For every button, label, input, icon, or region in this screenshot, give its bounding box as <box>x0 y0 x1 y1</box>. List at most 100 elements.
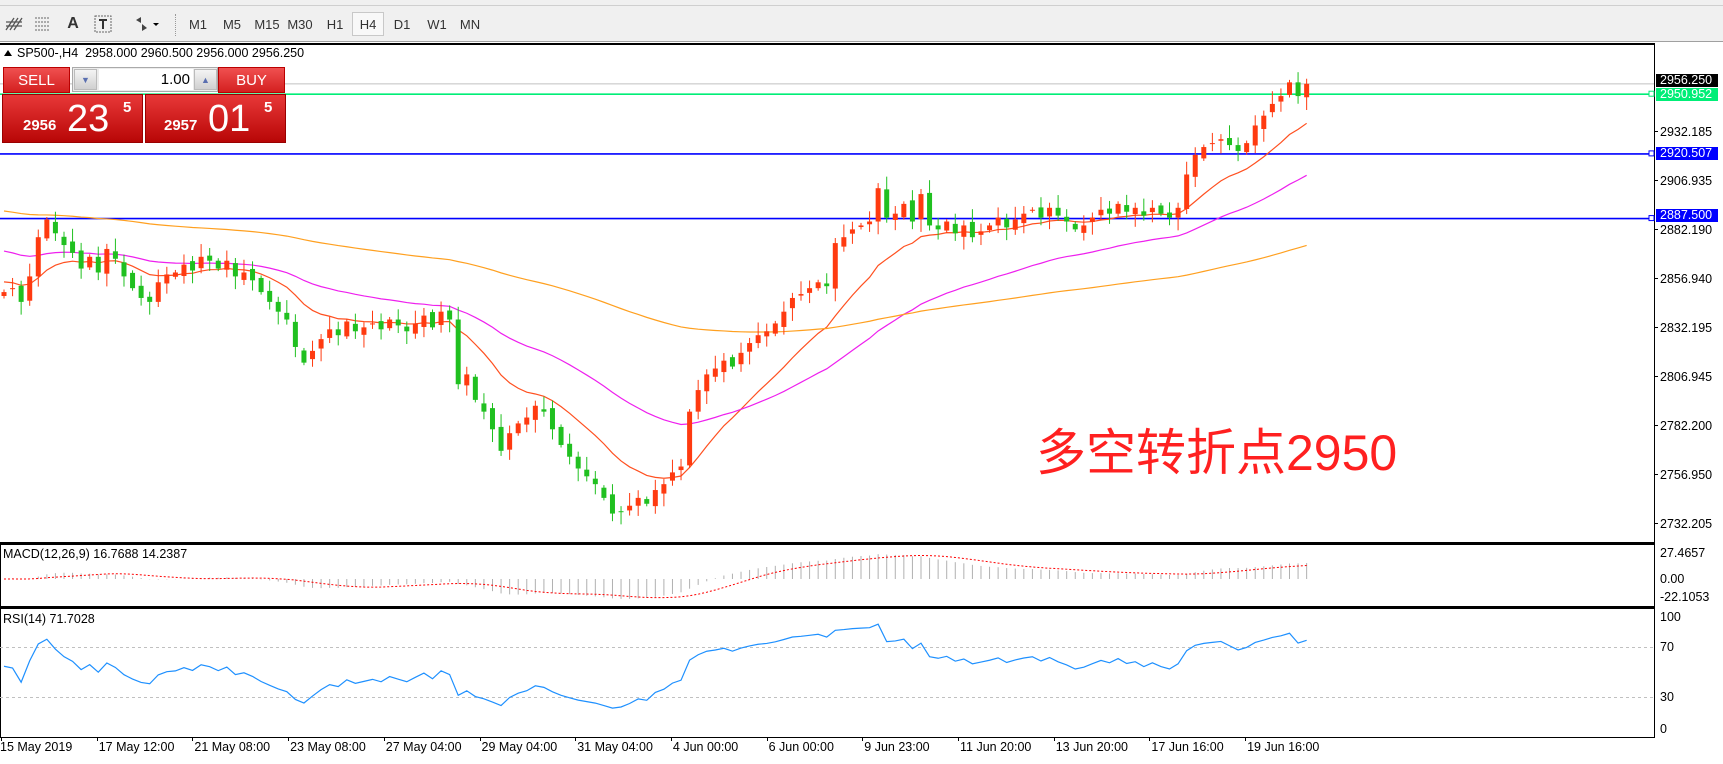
macd-tick: 27.4657 <box>1660 546 1706 560</box>
price-tick-mark <box>1654 376 1658 378</box>
candle <box>301 347 307 366</box>
buy-price-prefix: 2957 <box>164 117 198 134</box>
candle <box>1167 202 1173 226</box>
candle <box>112 238 118 264</box>
date-label: 9 Jun 23:00 <box>864 740 930 754</box>
candle <box>344 318 350 339</box>
sell-price[interactable]: 2956 23 5 <box>2 94 143 143</box>
timeframe-m30-button[interactable]: M30 <box>287 16 313 32</box>
candle <box>849 221 855 244</box>
fibo-fan-icon[interactable] <box>30 12 56 36</box>
price-tick-mark <box>1654 474 1658 476</box>
candle <box>1115 201 1121 217</box>
candle <box>1 289 7 299</box>
candle <box>489 403 495 443</box>
candle <box>70 228 76 258</box>
candle <box>1235 137 1241 162</box>
chart-title: SP500-,H4 2958.000 2960.500 2956.000 295… <box>17 46 305 60</box>
candle <box>1287 79 1292 98</box>
candle <box>352 313 358 339</box>
candle <box>472 374 478 403</box>
timeframe-w1-button[interactable]: W1 <box>427 16 447 32</box>
candle <box>455 306 461 390</box>
candle <box>1295 72 1301 104</box>
timeframe-mn-button[interactable]: MN <box>459 16 481 32</box>
candle <box>541 396 547 417</box>
buy-button[interactable]: BUY <box>218 67 285 93</box>
candle <box>370 310 376 329</box>
candle <box>781 301 787 335</box>
candle <box>592 471 598 495</box>
price-tick-mark <box>1654 522 1658 524</box>
candle <box>61 231 67 258</box>
level-handle[interactable] <box>1648 90 1655 97</box>
level-handle[interactable] <box>1648 150 1655 157</box>
rsi-svg <box>0 623 1654 709</box>
buy-price[interactable]: 2957 01 5 <box>145 94 286 143</box>
timeframe-m15-button[interactable]: M15 <box>254 16 280 32</box>
candle <box>447 305 453 333</box>
timeframe-h1-button[interactable]: H1 <box>326 16 344 32</box>
candle <box>1055 195 1061 221</box>
candle <box>507 425 513 460</box>
rsi-panel[interactable] <box>0 607 1655 738</box>
date-tick-mark <box>96 737 98 741</box>
candle <box>635 490 641 516</box>
candle <box>155 269 161 307</box>
timeframe-h4-button[interactable]: H4 <box>352 12 384 36</box>
date-label: 31 May 04:00 <box>577 740 653 754</box>
date-tick-mark <box>192 737 194 741</box>
candle <box>378 313 384 340</box>
level-handle[interactable] <box>1648 215 1655 222</box>
macd-tick: 0.00 <box>1660 572 1685 586</box>
candle <box>1089 212 1095 235</box>
candle <box>421 307 427 338</box>
candle <box>1192 147 1198 188</box>
candle <box>1261 110 1267 142</box>
main-chart[interactable] <box>0 43 1655 543</box>
collapse-triangle-icon[interactable] <box>4 49 14 57</box>
candle <box>661 479 667 507</box>
candle <box>327 316 333 344</box>
candle <box>815 279 821 291</box>
price-tick: 2782.200 <box>1660 418 1713 433</box>
candle <box>935 217 941 240</box>
price-tick-mark <box>1654 326 1658 328</box>
lot-stepper[interactable]: ▼ 1.00 ▲ <box>72 67 218 92</box>
candle <box>1304 78 1310 110</box>
candle <box>224 250 230 278</box>
timeframe-d1-button[interactable]: D1 <box>393 16 411 32</box>
candle <box>875 183 881 235</box>
sell-button[interactable]: SELL <box>3 67 70 93</box>
lot-increase-button[interactable]: ▲ <box>194 69 217 90</box>
candle <box>78 242 84 279</box>
timeframe-m5-button[interactable]: M5 <box>222 16 242 32</box>
arrows-dropdown-icon[interactable] <box>132 12 164 36</box>
price-tick-mark <box>1654 278 1658 280</box>
candle <box>104 243 110 287</box>
candle <box>1064 209 1070 232</box>
candle <box>669 459 675 486</box>
timeframe-m1-button[interactable]: M1 <box>188 16 208 32</box>
level-price-tag: 2950.952 <box>1656 88 1718 102</box>
text-icon[interactable]: A <box>67 15 79 32</box>
candle <box>241 259 247 286</box>
price-chart-svg <box>0 72 1655 525</box>
chart-annotation[interactable]: 多空转折点2950 <box>1036 425 1398 481</box>
candle <box>1269 91 1275 118</box>
sell-price-prefix: 2956 <box>23 117 57 134</box>
text-label-icon[interactable] <box>90 12 116 36</box>
date-tick-mark <box>1149 737 1151 741</box>
macd-panel[interactable] <box>0 543 1655 607</box>
lot-input[interactable]: 1.00 <box>99 69 193 90</box>
candle <box>121 254 127 287</box>
candle <box>601 485 607 501</box>
candle <box>395 309 401 334</box>
candle <box>824 273 830 294</box>
fibo-expansion-icon[interactable] <box>2 12 28 36</box>
candle <box>961 220 967 250</box>
price-tick: 2882.190 <box>1660 222 1713 237</box>
candle <box>944 218 950 234</box>
lot-decrease-button[interactable]: ▼ <box>74 69 97 90</box>
price-tick: 2932.185 <box>1660 125 1713 139</box>
